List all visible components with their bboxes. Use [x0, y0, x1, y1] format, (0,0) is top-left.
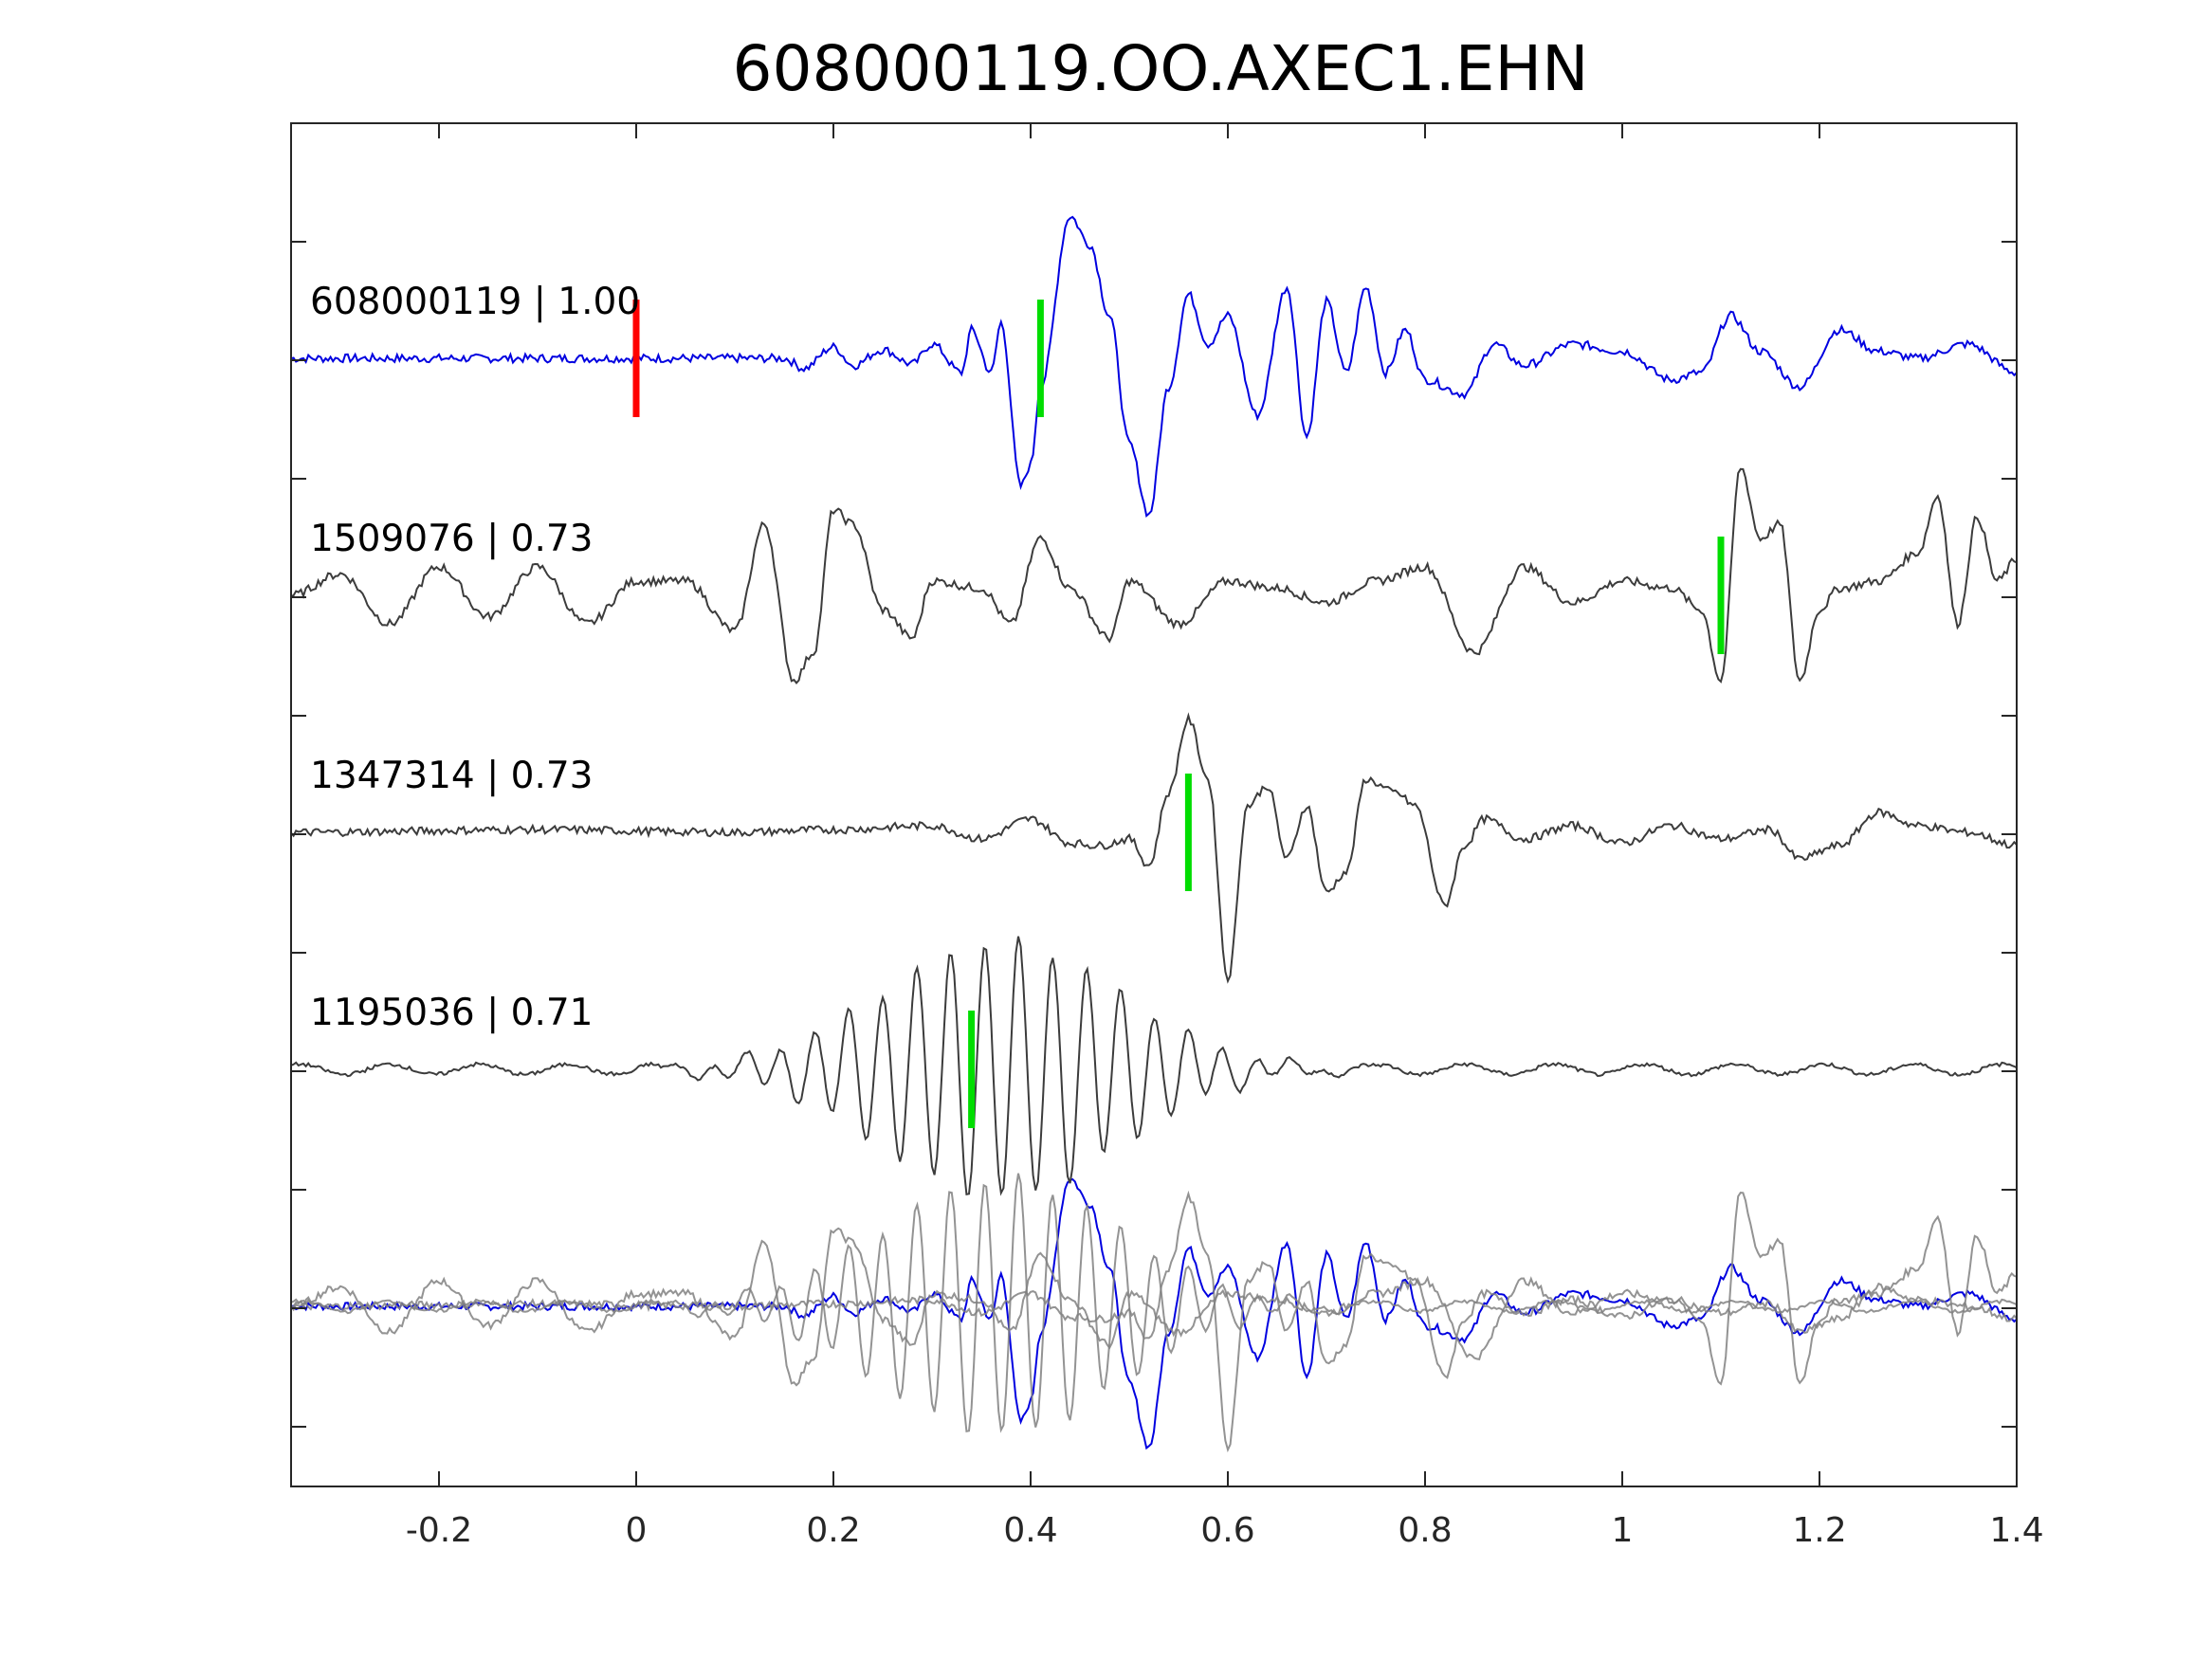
x-tick-label: 0.8 [1398, 1511, 1452, 1550]
trace-2-label: 1509076 | 0.73 [310, 518, 593, 560]
x-tick-label: -0.2 [406, 1511, 472, 1550]
overlay-trace-4 [290, 1173, 2018, 1433]
overlay-trace-2 [290, 1192, 2018, 1387]
x-tick-label: 0 [626, 1511, 648, 1550]
x-tick-label: 0.4 [1003, 1511, 1057, 1550]
axes-frame [290, 122, 2018, 1487]
trace-2-waveform [290, 467, 2018, 684]
trace-1-waveform [290, 215, 2018, 519]
x-tick-label: 1 [1612, 1511, 1634, 1550]
trace-1-label: 608000119 | 1.00 [310, 281, 640, 323]
trace-3-label: 1347314 | 0.73 [310, 755, 593, 797]
overlay-trace-3 [290, 1190, 2018, 1453]
trace-3-waveform [290, 712, 2018, 984]
trace-4-waveform [290, 936, 2018, 1196]
x-tick-label: 1.4 [1989, 1511, 2043, 1550]
x-tick-label: 0.2 [806, 1511, 860, 1550]
chart-title: 608000119.OO.AXEC1.EHN [733, 32, 1589, 105]
trace-4-label: 1195036 | 0.71 [310, 992, 593, 1034]
axis-ticks: -0.2 0 0.2 0.4 0.6 0.8 1 1.2 1.4 [291, 123, 2044, 1550]
x-tick-label: 1.2 [1792, 1511, 1846, 1550]
overlay-trace-1 [290, 1177, 2018, 1450]
x-tick-label: 0.6 [1200, 1511, 1254, 1550]
plot-area: 608000119 | 1.00 1509076 | 0.73 1347314 | … [290, 215, 2018, 1453]
